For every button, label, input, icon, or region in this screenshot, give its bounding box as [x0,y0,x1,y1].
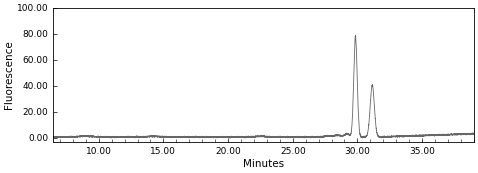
X-axis label: Minutes: Minutes [243,159,284,169]
Y-axis label: Fluorescence: Fluorescence [4,40,14,109]
